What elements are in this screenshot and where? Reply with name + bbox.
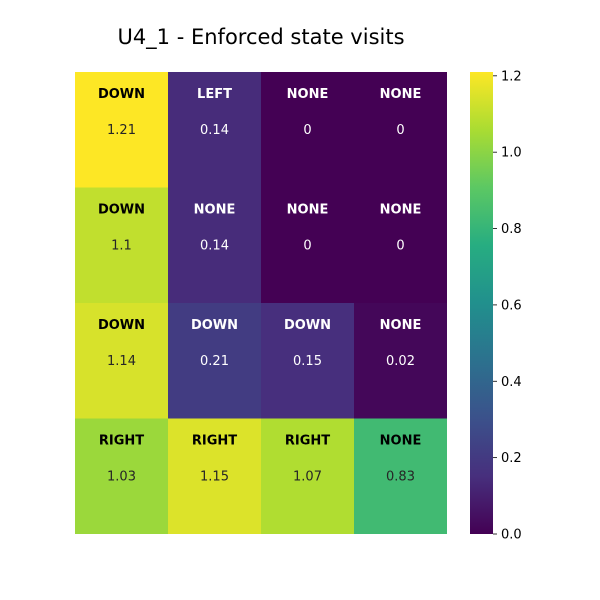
heatmap-cell [168,303,261,419]
cell-action-label: NONE [287,203,329,218]
heatmap-cell [354,187,447,303]
colorbar-tick-label: 1.2 [501,69,522,84]
cell-action-label: DOWN [98,87,145,102]
cell-value-label: 0.83 [386,470,415,485]
cell-value-label: 0.21 [200,354,229,369]
cell-value-label: 1.03 [107,470,136,485]
heatmap-cell [75,303,168,419]
chart-title: U4_1 - Enforced state visits [117,25,404,50]
cell-action-label: NONE [380,87,422,102]
heatmap-cell [261,303,354,419]
colorbar-tick-label: 1.0 [501,146,522,161]
heatmap-cell [168,187,261,303]
heatmap-cell [354,303,447,419]
colorbar-gradient [470,72,493,534]
cell-action-label: LEFT [197,87,232,102]
cell-action-label: RIGHT [285,434,330,449]
colorbar-tick-label: 0.4 [501,375,522,390]
cell-value-label: 1.14 [107,354,136,369]
heatmap-cell [261,418,354,534]
cell-value-label: 1.1 [111,239,132,254]
cell-value-label: 0 [303,239,311,254]
colorbar-tick-label: 0.0 [501,528,522,543]
cell-value-label: 1.07 [293,470,322,485]
cell-value-label: 0 [396,123,404,138]
cell-action-label: DOWN [284,318,331,333]
cell-action-label: DOWN [98,203,145,218]
cell-value-label: 0.15 [293,354,322,369]
colorbar: 0.0 0.2 0.4 0.6 0.8 1.0 1.2 [470,69,522,543]
cell-action-label: RIGHT [99,434,144,449]
heatmap-cell [261,72,354,188]
cell-value-label: 0 [396,239,404,254]
heatmap-cell [75,187,168,303]
cell-value-label: 0.14 [200,123,229,138]
heatmap-cell [168,418,261,534]
colorbar-tick-label: 0.8 [501,222,522,237]
cell-action-label: NONE [194,203,236,218]
cell-action-label: NONE [380,318,422,333]
cell-action-label: NONE [380,434,422,449]
cell-value-label: 1.15 [200,470,229,485]
heatmap-cell [261,187,354,303]
heatmap-cell [75,418,168,534]
heatmap-cell [354,72,447,188]
heatmap-cell [168,72,261,188]
cell-value-label: 0.02 [386,354,415,369]
cell-value-label: 0.14 [200,239,229,254]
colorbar-tick-label: 0.6 [501,298,522,313]
cell-action-label: RIGHT [192,434,237,449]
colorbar-tick-label: 0.2 [501,451,522,466]
cell-action-label: NONE [380,203,422,218]
cell-value-label: 0 [303,123,311,138]
heatmap-cell [75,72,168,188]
heatmap-grid: DOWN 1.21 LEFT 0.14 NONE 0 NONE 0 DOWN 1.1 NONE 0.1… [75,72,447,534]
cell-action-label: DOWN [98,318,145,333]
cell-value-label: 1.21 [107,123,136,138]
cell-action-label: DOWN [191,318,238,333]
heatmap-cell [354,418,447,534]
cell-action-label: NONE [287,87,329,102]
